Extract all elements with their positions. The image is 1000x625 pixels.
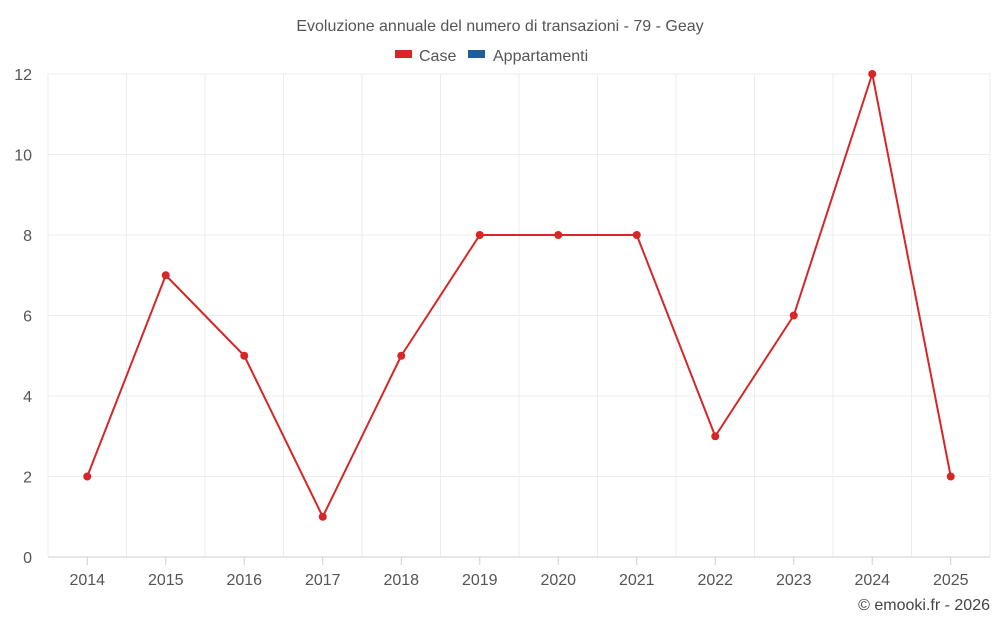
axes: 0 2 4 6 8 10 12 2014 2015 2016 2017 2018 2019 2020 202… — [14, 67, 990, 589]
x-tick-label: 2020 — [540, 572, 576, 589]
y-tick-label: 4 — [23, 389, 32, 406]
data-point-2016[interactable] — [240, 351, 249, 360]
chart-title: Evoluzione annuale del numero di transaz… — [296, 18, 703, 35]
data-point-2022[interactable] — [711, 432, 720, 441]
data-point-2014[interactable] — [83, 472, 92, 481]
series-line-case — [86, 73, 952, 518]
legend-label-appartamenti: Appartamenti — [493, 48, 588, 65]
x-tick-label: 2025 — [933, 572, 969, 589]
data-point-2024[interactable] — [868, 70, 877, 78]
x-tick-label: 2022 — [697, 572, 733, 589]
data-point-2017[interactable] — [318, 512, 327, 521]
legend-item-appartamenti[interactable]: Appartamenti — [468, 48, 588, 65]
x-tick-label: 2023 — [776, 572, 812, 589]
x-tick-label: 2017 — [305, 572, 341, 589]
data-point-2018[interactable] — [397, 351, 406, 360]
data-point-2021[interactable] — [632, 231, 641, 239]
y-tick-label: 8 — [23, 228, 32, 245]
legend: Case Appartamenti — [395, 48, 588, 65]
y-tick-label: 10 — [14, 148, 32, 165]
data-point-2015[interactable] — [161, 271, 170, 280]
series-case — [83, 70, 955, 521]
credit-text: © emooki.fr - 2026 — [858, 597, 990, 614]
x-tick-label: 2018 — [383, 572, 419, 589]
x-tick-label: 2024 — [854, 572, 890, 589]
gridlines — [47, 73, 991, 557]
legend-swatch-case — [395, 50, 412, 58]
x-tick-label: 2021 — [619, 572, 655, 589]
x-tick-label: 2014 — [69, 572, 105, 589]
x-tick-label: 2016 — [226, 572, 262, 589]
data-point-2025[interactable] — [946, 472, 955, 481]
data-point-2023[interactable] — [789, 311, 798, 320]
data-point-2019[interactable] — [475, 231, 484, 239]
x-tick-label: 2015 — [148, 572, 184, 589]
legend-label-case: Case — [419, 48, 456, 65]
y-tick-label: 12 — [14, 67, 32, 84]
y-tick-label: 0 — [23, 550, 32, 567]
x-tick-label: 2019 — [462, 572, 498, 589]
legend-swatch-appartamenti — [468, 50, 485, 58]
data-point-2020[interactable] — [554, 231, 563, 239]
legend-item-case[interactable]: Case — [395, 48, 456, 65]
y-tick-label: 2 — [23, 470, 32, 487]
y-tick-label: 6 — [23, 309, 32, 326]
